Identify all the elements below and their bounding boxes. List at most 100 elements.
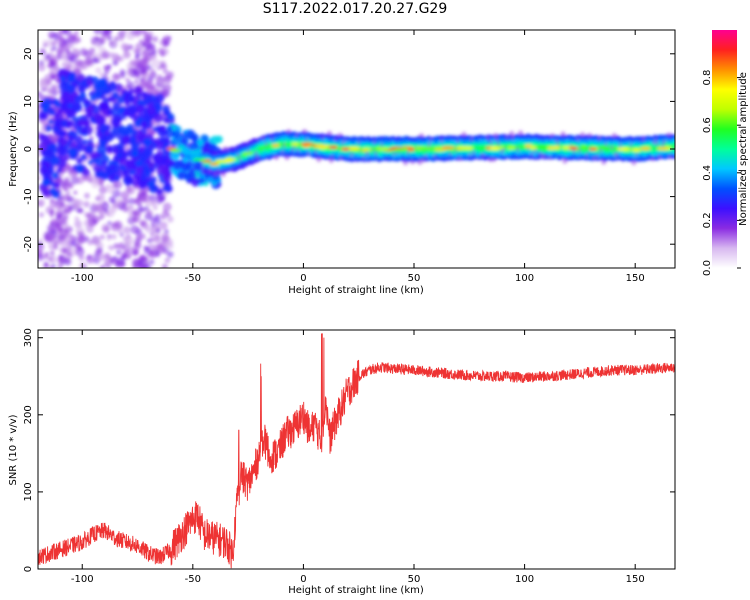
spectrogram-noise bbox=[48, 34, 54, 40]
snr-y-label: SNR (10 * v/v) bbox=[8, 414, 19, 485]
spectrogram-noise bbox=[155, 76, 161, 82]
spectrogram-peak bbox=[568, 146, 579, 150]
spectrogram-noise bbox=[152, 36, 159, 43]
spectrogram-noise bbox=[156, 243, 163, 250]
spectrogram-cloud bbox=[111, 114, 121, 124]
spectrogram-halo bbox=[417, 159, 423, 165]
spectrogram-noise bbox=[159, 221, 168, 230]
spectrogram-cloud bbox=[41, 164, 47, 171]
spectrogram-cloud bbox=[96, 152, 102, 158]
spectrogram-peak bbox=[441, 146, 456, 150]
spectrogram-noise bbox=[102, 225, 110, 233]
spectrogram-peak bbox=[639, 146, 651, 151]
spectrogram-noise bbox=[109, 204, 118, 213]
spectrogram-noise bbox=[110, 222, 120, 232]
spectrogram-noise bbox=[51, 45, 57, 51]
spectrogram-cloud bbox=[71, 115, 78, 122]
spectrogram-noise bbox=[80, 61, 89, 70]
spectrogram-noise bbox=[118, 36, 124, 42]
spectrogram-noise bbox=[125, 236, 135, 245]
spectrogram-cloud bbox=[39, 112, 47, 120]
spectrogram-cloud bbox=[131, 149, 139, 158]
spectrogram-cloud bbox=[46, 139, 53, 146]
snr-y-tick-label: 0 bbox=[23, 566, 34, 572]
spectrogram-cloud bbox=[94, 157, 103, 167]
spectrogram-noise bbox=[148, 51, 153, 56]
spectrogram-noise bbox=[100, 214, 105, 219]
spectrogram-noise bbox=[76, 176, 84, 185]
spectrogram-cloud bbox=[67, 74, 76, 83]
spectrogram-noise bbox=[38, 238, 44, 244]
spectrogram-cloud bbox=[86, 105, 94, 113]
spectrogram-cloud bbox=[138, 146, 145, 153]
spectrogram-peak bbox=[580, 144, 587, 149]
spectrogram-noise bbox=[83, 201, 90, 208]
spectrogram-noise bbox=[150, 58, 160, 68]
spectrogram-cloud bbox=[190, 135, 198, 143]
spectrogram-cloud bbox=[48, 119, 54, 125]
spectrogram-noise bbox=[161, 195, 166, 201]
spectrogram-noise bbox=[47, 256, 54, 262]
spectrogram-peak bbox=[228, 157, 236, 162]
spectrogram-noise bbox=[146, 64, 152, 71]
spectrogram-noise bbox=[129, 187, 134, 193]
spectrogram-cloud bbox=[56, 167, 62, 173]
spectrogram-noise bbox=[147, 79, 152, 85]
spectrogram-cloud bbox=[50, 156, 61, 166]
spectrogram-cloud bbox=[99, 123, 109, 133]
spectrogram-cloud bbox=[75, 164, 84, 174]
spectrogram-noise bbox=[47, 233, 54, 240]
spectrogram-noise bbox=[68, 168, 78, 178]
spectrogram-cloud bbox=[182, 156, 189, 163]
spectrogram-noise bbox=[107, 245, 112, 250]
spectrogram-noise bbox=[64, 188, 68, 192]
colorbar-tick-label: 0.2 bbox=[702, 212, 713, 228]
snr-y-tick-label: 300 bbox=[23, 328, 34, 347]
spectrogram-noise bbox=[137, 206, 144, 213]
spectrogram-noise bbox=[65, 248, 72, 254]
spectrogram-peak bbox=[529, 146, 537, 150]
spectrogram-noise bbox=[38, 153, 41, 158]
spectrogram-cloud bbox=[128, 105, 138, 115]
snr-x-tick-label: 0 bbox=[300, 574, 306, 585]
spectrogram-noise bbox=[134, 79, 139, 84]
spectrogram-noise bbox=[114, 198, 124, 207]
spectrogram-y-label: Frequency (Hz) bbox=[8, 111, 19, 187]
snr-x-ticks: -100 -50 0 50 100 150 bbox=[71, 330, 645, 585]
spectrogram-cloud bbox=[62, 155, 69, 162]
spectrogram-noise bbox=[116, 256, 126, 266]
spectrogram-noise bbox=[76, 208, 81, 214]
spectrogram-cloud bbox=[89, 152, 96, 159]
spectrogram-noise bbox=[104, 252, 111, 260]
spectrogram-cloud bbox=[133, 86, 143, 96]
spectrogram-noise bbox=[140, 254, 147, 261]
spectrogram-cloud bbox=[46, 150, 53, 156]
spectrogram-x-ticks: -100 -50 0 50 100 150 bbox=[71, 30, 645, 284]
spectrogram-halo bbox=[631, 160, 637, 166]
spectrogram-halo bbox=[509, 130, 515, 136]
spectrogram-noise bbox=[113, 243, 120, 250]
spectrogram-noise bbox=[38, 248, 43, 258]
spectrogram-noise bbox=[133, 30, 141, 38]
spectrogram-cloud bbox=[99, 139, 107, 147]
spectrogram-cloud bbox=[164, 180, 172, 188]
spectrogram-noise bbox=[134, 198, 140, 204]
spectrogram-cloud bbox=[116, 133, 123, 140]
spectrogram-noise bbox=[165, 238, 174, 247]
spectrogram-noise bbox=[151, 51, 156, 56]
spectrogram-noise bbox=[52, 240, 59, 246]
spectrogram-noise bbox=[49, 74, 56, 80]
spectrogram-noise bbox=[117, 242, 125, 250]
spectrogram-noise bbox=[158, 78, 166, 86]
spectrogram-cloud bbox=[147, 161, 155, 169]
colorbar-gradient bbox=[712, 30, 737, 268]
spectrogram-noise bbox=[51, 40, 57, 47]
spectrogram-peak bbox=[394, 148, 405, 152]
spectrogram-noise bbox=[152, 205, 158, 211]
spectrogram-noise bbox=[49, 212, 55, 218]
spectrogram-noise bbox=[114, 55, 121, 63]
spectrogram-cloud bbox=[138, 180, 148, 189]
spectrogram-peak bbox=[657, 147, 669, 151]
spectrogram-cloud bbox=[93, 164, 101, 173]
